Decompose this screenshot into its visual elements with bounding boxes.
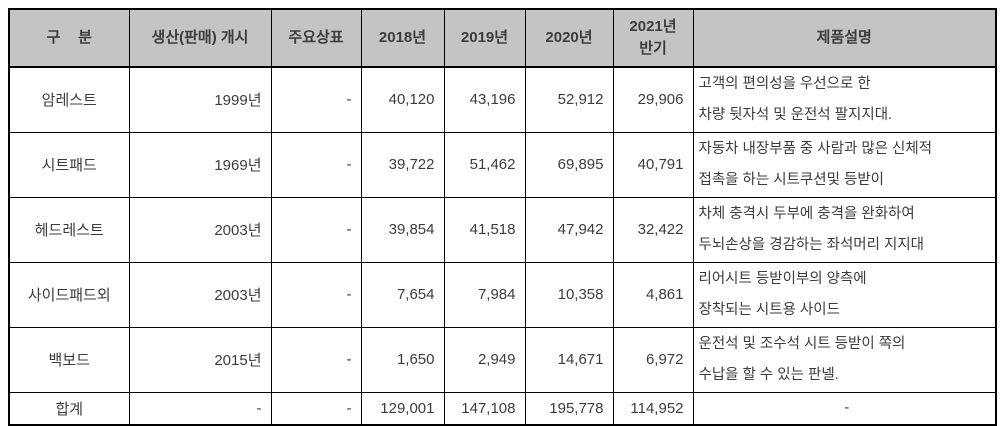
cell-description: 고객의 편의성을 우선으로 한 차량 뒷자석 및 운전석 팔지지대. bbox=[692, 66, 997, 133]
cell-2021-half: 29,906 bbox=[612, 66, 694, 133]
cell-start-year: 1999년 bbox=[128, 66, 272, 133]
header-product-description: 제품설명 bbox=[692, 8, 997, 68]
header-production-start: 생산(판매) 개시 bbox=[128, 8, 272, 68]
cell-total-start: - bbox=[128, 391, 272, 425]
cell-2018: 40,120 bbox=[360, 66, 445, 133]
header-year-2018: 2018년 bbox=[360, 8, 445, 68]
cell-2019: 7,984 bbox=[443, 261, 526, 328]
cell-description: 자동차 내장부품 중 사람과 많은 신체적 접촉을 하는 시트쿠션및 등받이 bbox=[692, 131, 997, 198]
cell-category: 사이드패드외 bbox=[8, 261, 130, 328]
cell-start-year: 2015년 bbox=[128, 326, 272, 393]
header-row: 구 분 생산(판매) 개시 주요상표 2018년 2019년 2020년 202… bbox=[8, 8, 997, 68]
cell-total-2018: 129,001 bbox=[360, 391, 445, 425]
cell-2018: 1,650 bbox=[360, 326, 445, 393]
cell-total-label: 합계 bbox=[8, 391, 130, 425]
cell-category: 백보드 bbox=[8, 326, 130, 393]
cell-description: 리어시트 등받이부의 양측에 장착되는 시트용 사이드 bbox=[692, 261, 997, 328]
table-row-seatpad: 시트패드 1969년 - 39,722 51,462 69,895 40,791… bbox=[8, 131, 997, 198]
cell-description: 차체 충격시 두부에 충격을 완화하여 두뇌손상을 경감하는 좌석머리 지지대 bbox=[692, 196, 997, 263]
cell-total-2020: 195,778 bbox=[524, 391, 614, 425]
table-row-total: 합계 - - 129,001 147,108 195,778 114,952 - bbox=[8, 391, 997, 425]
header-year-2020: 2020년 bbox=[524, 8, 614, 68]
cell-category: 헤드레스트 bbox=[8, 196, 130, 263]
cell-total-2021-half: 114,952 bbox=[612, 391, 694, 425]
cell-2020: 47,942 bbox=[524, 196, 614, 263]
cell-2020: 14,671 bbox=[524, 326, 614, 393]
cell-2019: 41,518 bbox=[443, 196, 526, 263]
header-category: 구 분 bbox=[8, 8, 130, 68]
cell-total-description: - bbox=[692, 391, 997, 425]
cell-category: 암레스트 bbox=[8, 66, 130, 133]
cell-total-2019: 147,108 bbox=[443, 391, 526, 425]
cell-2019: 51,462 bbox=[443, 131, 526, 198]
cell-total-brand: - bbox=[270, 391, 362, 425]
header-main-brand: 주요상표 bbox=[270, 8, 362, 68]
table-header: 구 분 생산(판매) 개시 주요상표 2018년 2019년 2020년 202… bbox=[8, 8, 997, 68]
cell-2020: 69,895 bbox=[524, 131, 614, 198]
table-row-armrest: 암레스트 1999년 - 40,120 43,196 52,912 29,906… bbox=[8, 66, 997, 133]
table-row-backboard: 백보드 2015년 - 1,650 2,949 14,671 6,972 운전석… bbox=[8, 326, 997, 393]
cell-2021-half: 40,791 bbox=[612, 131, 694, 198]
table-row-headrest: 헤드레스트 2003년 - 39,854 41,518 47,942 32,42… bbox=[8, 196, 997, 263]
header-year-2019: 2019년 bbox=[443, 8, 526, 68]
cell-2021-half: 6,972 bbox=[612, 326, 694, 393]
cell-brand: - bbox=[270, 66, 362, 133]
cell-2020: 10,358 bbox=[524, 261, 614, 328]
cell-2018: 39,722 bbox=[360, 131, 445, 198]
cell-description: 운전석 및 조수석 시트 등받이 쪽의 수납을 할 수 있는 판넬. bbox=[692, 326, 997, 393]
cell-2018: 39,854 bbox=[360, 196, 445, 263]
cell-2019: 43,196 bbox=[443, 66, 526, 133]
table-row-sidepad: 사이드패드외 2003년 - 7,654 7,984 10,358 4,861 … bbox=[8, 261, 997, 328]
cell-2021-half: 32,422 bbox=[612, 196, 694, 263]
cell-brand: - bbox=[270, 261, 362, 328]
cell-brand: - bbox=[270, 326, 362, 393]
cell-start-year: 2003년 bbox=[128, 261, 272, 328]
cell-2019: 2,949 bbox=[443, 326, 526, 393]
cell-2018: 7,654 bbox=[360, 261, 445, 328]
cell-category: 시트패드 bbox=[8, 131, 130, 198]
cell-brand: - bbox=[270, 196, 362, 263]
table-body: 암레스트 1999년 - 40,120 43,196 52,912 29,906… bbox=[8, 66, 997, 425]
cell-start-year: 2003년 bbox=[128, 196, 272, 263]
product-sales-table-container: 구 분 생산(판매) 개시 주요상표 2018년 2019년 2020년 202… bbox=[8, 8, 997, 426]
cell-2020: 52,912 bbox=[524, 66, 614, 133]
cell-2021-half: 4,861 bbox=[612, 261, 694, 328]
cell-brand: - bbox=[270, 131, 362, 198]
product-sales-table: 구 분 생산(판매) 개시 주요상표 2018년 2019년 2020년 202… bbox=[8, 8, 997, 426]
cell-start-year: 1969년 bbox=[128, 131, 272, 198]
header-half-2021: 2021년 반기 bbox=[612, 8, 694, 68]
